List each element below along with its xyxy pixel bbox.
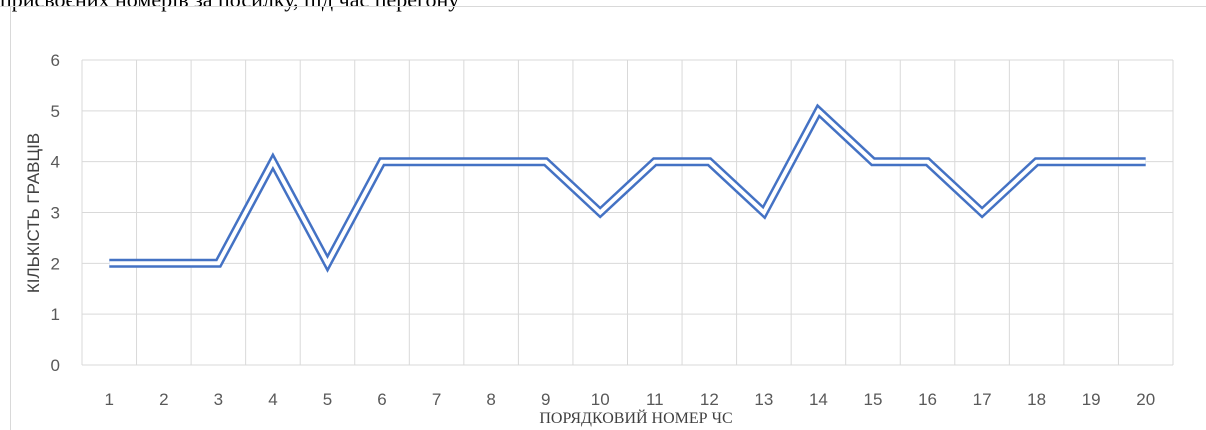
x-tick-label: 7 (432, 390, 441, 409)
x-axis-label: ПОРЯДКОВИЙ НОМЕР ЧС (539, 408, 732, 427)
x-tick-label: 2 (159, 390, 168, 409)
x-tick-label: 8 (486, 390, 495, 409)
x-tick-label: 20 (1136, 390, 1155, 409)
x-tick-label: 6 (377, 390, 386, 409)
x-tick-label: 17 (973, 390, 992, 409)
x-tick-label: 9 (541, 390, 550, 409)
chart-frame-top (0, 6, 1206, 7)
y-tick-label: 4 (51, 153, 60, 172)
x-tick-label: 19 (1082, 390, 1101, 409)
y-tick-label: 5 (51, 102, 60, 121)
series-line-inner (109, 107, 1146, 268)
y-tick-label: 1 (51, 305, 60, 324)
y-tick-label: 3 (51, 204, 60, 223)
x-tick-label: 15 (864, 390, 883, 409)
x-tick-label: 12 (700, 390, 719, 409)
chart-frame-left (10, 6, 11, 430)
x-tick-label: 10 (591, 390, 610, 409)
y-axis-label: КІЛЬКІСТЬ ГРАВЦІВ (24, 133, 43, 293)
x-tick-labels: 1 2 3 4 5 6 7 8 9 10 11 12 13 14 15 16 17 18 19 20 (105, 390, 1156, 409)
x-tick-label: 14 (809, 390, 828, 409)
x-tick-label: 11 (646, 390, 664, 409)
x-tick-label: 1 (105, 390, 114, 409)
x-tick-label: 16 (918, 390, 937, 409)
y-tick-label: 2 (51, 254, 60, 273)
y-tick-label: 6 (51, 51, 60, 70)
x-tick-label: 3 (214, 390, 223, 409)
x-tick-label: 18 (1027, 390, 1046, 409)
x-tick-label: 13 (754, 390, 773, 409)
x-tick-label: 4 (268, 390, 277, 409)
x-tick-label: 5 (323, 390, 332, 409)
y-tick-label: 0 (51, 356, 60, 375)
y-tick-labels: 0 1 2 3 4 5 6 (51, 51, 60, 375)
series-lines (109, 103, 1146, 273)
